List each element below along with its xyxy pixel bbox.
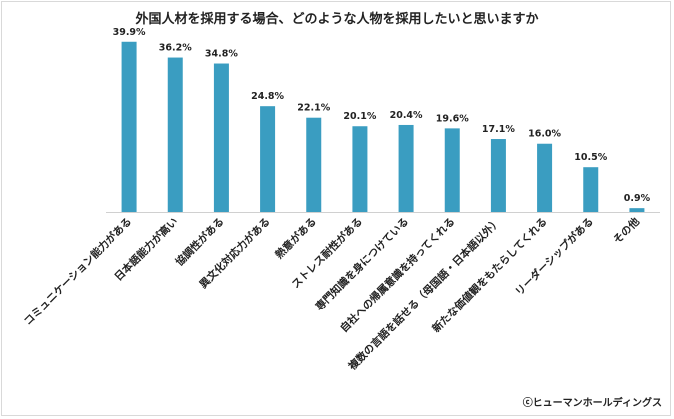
bar xyxy=(260,106,276,212)
data-label: 20.4% xyxy=(390,110,423,121)
data-label: 39.9% xyxy=(113,27,146,38)
bar xyxy=(444,128,460,212)
chart-title: 外国人材を採用する場合、どのような人物を採用したいと思いますか xyxy=(135,12,539,27)
bar xyxy=(121,41,137,213)
data-label: 36.2% xyxy=(159,43,192,54)
bar xyxy=(167,57,183,213)
bar xyxy=(306,117,322,212)
category-label: 専門知識を身につけている xyxy=(313,215,411,313)
data-label: 22.1% xyxy=(297,103,330,114)
category-label: その他 xyxy=(611,215,643,247)
bar xyxy=(213,63,229,212)
data-label: 34.8% xyxy=(205,49,238,60)
data-label: 0.9% xyxy=(624,193,651,204)
bar xyxy=(352,126,368,212)
data-label: 19.6% xyxy=(436,113,469,124)
data-label: 24.8% xyxy=(251,91,284,102)
data-label: 20.1% xyxy=(343,111,376,122)
bar xyxy=(490,139,506,212)
category-label: リーダーシップがある xyxy=(513,215,596,298)
data-label: 17.1% xyxy=(482,124,515,135)
data-label: 10.5% xyxy=(574,152,607,163)
bar xyxy=(629,208,645,212)
bar xyxy=(583,167,599,212)
bar xyxy=(537,143,553,212)
category-label: 熱意がある xyxy=(273,215,319,261)
data-label: 16.0% xyxy=(528,129,561,140)
bar xyxy=(398,124,414,212)
category-label: 複数の言語を話せる（母国語・日本語以外） xyxy=(345,215,503,373)
copyright-text: ⓒヒューマンホールディングス xyxy=(522,398,662,409)
